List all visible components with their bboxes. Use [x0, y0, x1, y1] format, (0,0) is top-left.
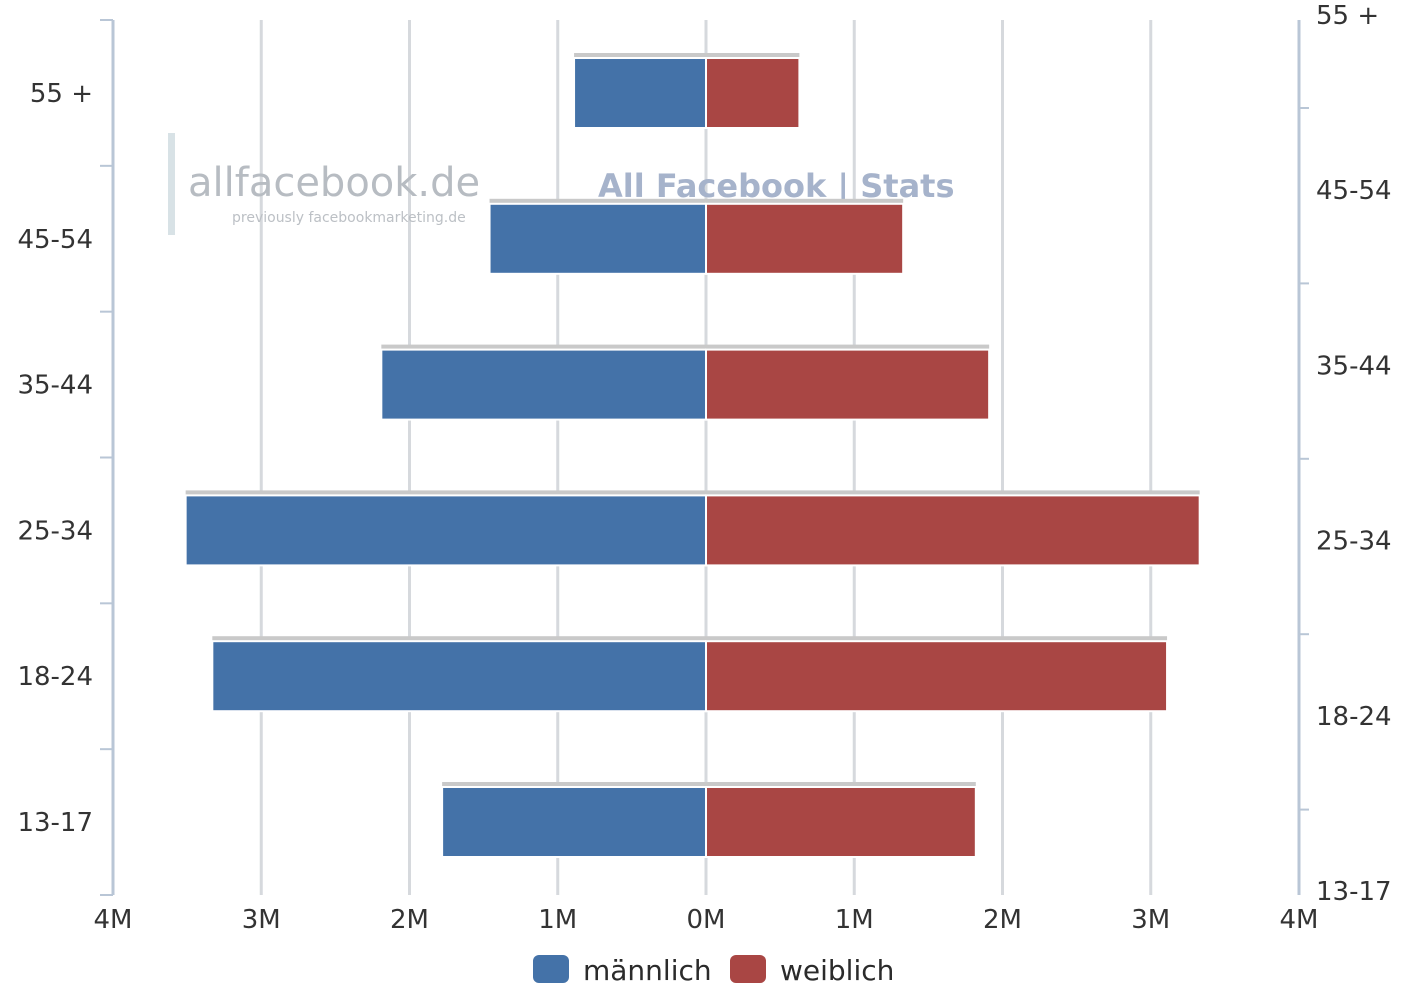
bar-maennlich[interactable] — [573, 57, 707, 129]
axis-layer — [100, 19, 1309, 896]
y-left-label: 45-54 — [17, 225, 93, 255]
watermark-tagline: previously facebookmarketing.de — [232, 210, 466, 226]
bar-shadow — [442, 782, 706, 787]
y-left-label: 13-17 — [17, 808, 93, 838]
x-tick-label: 3M — [242, 905, 281, 935]
y-left-label: 55 + — [30, 79, 93, 109]
labels-layer: 4M 3M 2M 1M 0M 1M 2M 3M 4M13-1718-2425-3435-4445… — [17, 1, 1391, 935]
watermark-logo-bar — [168, 133, 175, 235]
bar-maennlich[interactable] — [488, 202, 707, 275]
x-tick-label: 4M — [1280, 905, 1319, 935]
x-tick-label: 4M — [94, 905, 133, 935]
legend-swatch[interactable] — [730, 955, 766, 983]
y-left-label: 25-34 — [17, 516, 93, 546]
bars-layer — [184, 53, 1201, 858]
x-tick-label: 2M — [983, 905, 1022, 935]
watermark-brand: allfacebook.de — [188, 160, 480, 206]
bar-maennlich[interactable] — [184, 494, 707, 567]
grid-layer — [259, 20, 1153, 895]
legend-label[interactable]: männlich — [583, 954, 712, 986]
legend-label[interactable]: weiblich — [780, 954, 894, 986]
y-left-label: 18-24 — [17, 662, 93, 692]
bar-shadow — [706, 344, 990, 350]
bar-weiblich[interactable] — [705, 640, 1169, 713]
y-right-label: 35-44 — [1316, 351, 1392, 381]
bar-shadow — [574, 53, 706, 58]
bar-shadow — [706, 490, 1200, 496]
x-tick-label: 1M — [538, 905, 577, 935]
bar-weiblich[interactable] — [705, 202, 905, 275]
bar-maennlich[interactable] — [211, 640, 707, 713]
y-right-label: 25-34 — [1316, 527, 1392, 557]
y-right-label: 55 + — [1316, 1, 1379, 31]
bar-shadow — [489, 198, 706, 204]
x-tick-label: 3M — [1131, 905, 1170, 935]
y-left-label: 35-44 — [17, 371, 93, 401]
bar-shadow — [212, 636, 706, 642]
y-right-label: 18-24 — [1316, 702, 1392, 732]
legend-swatch[interactable] — [533, 955, 569, 983]
x-tick-label: 1M — [835, 905, 874, 935]
y-right-label: 45-54 — [1316, 176, 1392, 206]
bar-weiblich[interactable] — [705, 348, 991, 421]
bar-shadow — [706, 636, 1168, 642]
bar-shadow — [185, 490, 706, 496]
bar-shadow — [706, 53, 800, 58]
bar-maennlich[interactable] — [380, 348, 707, 421]
bar-weiblich[interactable] — [705, 786, 977, 858]
x-tick-label: 0M — [687, 905, 726, 935]
y-right-label: 13-17 — [1316, 877, 1392, 907]
bar-shadow — [381, 344, 706, 350]
bar-weiblich[interactable] — [705, 57, 801, 129]
bar-maennlich[interactable] — [441, 786, 707, 858]
bar-weiblich[interactable] — [705, 494, 1201, 567]
bar-shadow — [706, 782, 976, 787]
legend[interactable]: männlich weiblich — [533, 954, 894, 986]
bar-shadow — [706, 198, 904, 204]
x-tick-label: 2M — [390, 905, 429, 935]
